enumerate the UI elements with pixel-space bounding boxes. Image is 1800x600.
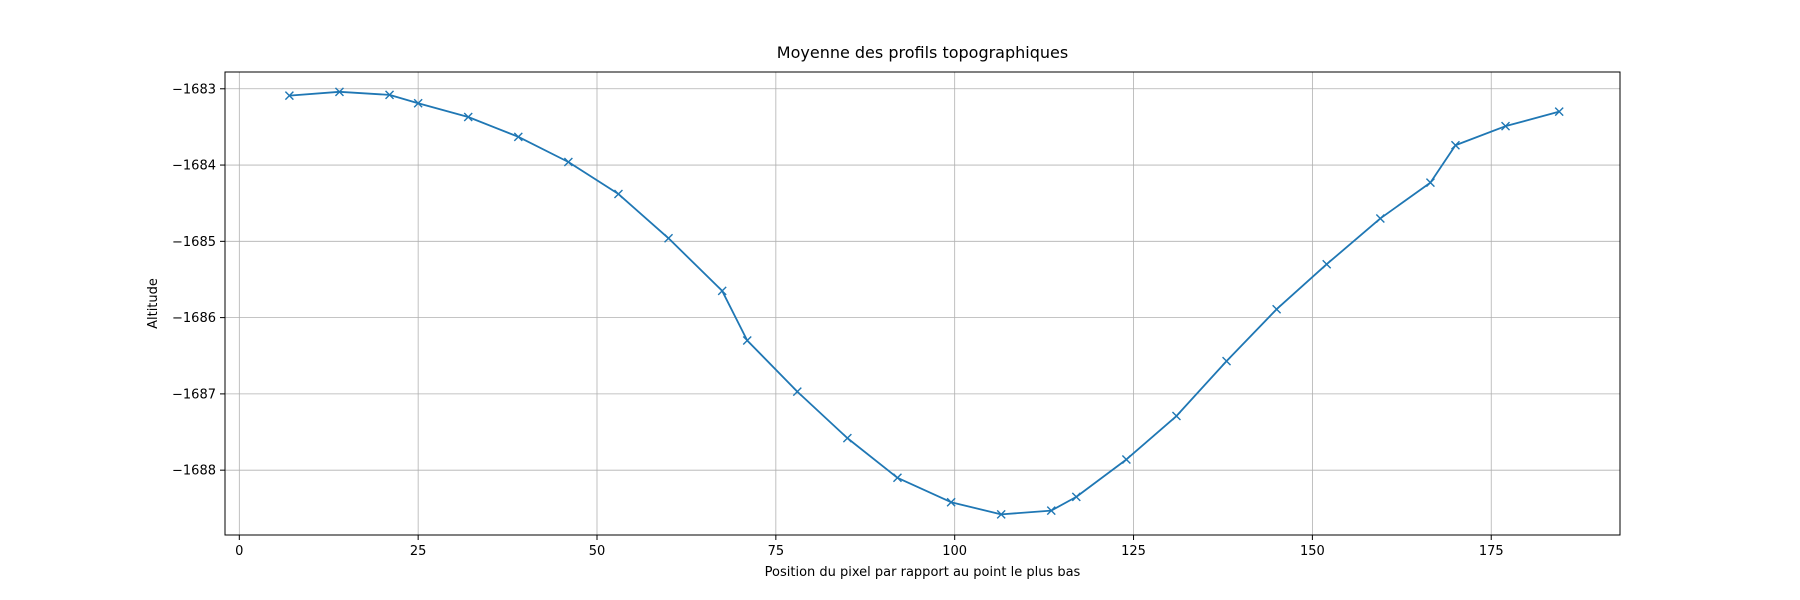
data-point-marker (1501, 121, 1511, 131)
data-point-marker (946, 497, 956, 507)
y-tick-label: −1683 (172, 82, 216, 97)
data-point-marker (1554, 107, 1564, 117)
x-tick-label: 175 (1479, 544, 1504, 559)
chart-title: Moyenne des profils topographiques (777, 43, 1068, 62)
data-point-marker (842, 433, 852, 443)
data-point-marker (1046, 506, 1056, 516)
data-point-marker (1071, 492, 1081, 502)
data-point-marker (996, 509, 1006, 519)
grid-lines (225, 72, 1620, 535)
x-tick-label: 50 (589, 544, 606, 559)
y-axis: −1683 −1684 −1685 −1686 −1687 −1688 (172, 82, 225, 479)
series-layer (284, 87, 1564, 519)
data-point-marker (563, 157, 573, 167)
data-point-marker (792, 387, 802, 397)
data-point-marker (1450, 140, 1460, 150)
y-tick-label: −1687 (172, 387, 216, 402)
data-point-marker (892, 473, 902, 483)
y-tick-label: −1685 (172, 235, 216, 250)
x-tick-label: 125 (1121, 544, 1146, 559)
data-point-marker (1121, 454, 1131, 464)
y-tick-label: −1684 (172, 159, 216, 174)
data-point-marker (1322, 259, 1332, 269)
data-point-marker (513, 132, 523, 142)
x-tick-label: 25 (410, 544, 427, 559)
x-tick-label: 150 (1300, 544, 1325, 559)
y-tick-label: −1686 (172, 311, 216, 326)
data-point-marker (664, 233, 674, 243)
data-point-marker (1425, 178, 1435, 188)
data-point-marker (334, 87, 344, 97)
data-point-marker (613, 189, 623, 199)
y-axis-label: Altitude (146, 278, 161, 329)
data-point-marker (1272, 304, 1282, 314)
x-axis-label: Position du pixel par rapport au point l… (765, 565, 1081, 580)
data-point-marker (717, 286, 727, 296)
data-point-marker (1375, 213, 1385, 223)
data-point-marker (284, 91, 294, 101)
x-tick-label: 75 (768, 544, 785, 559)
data-point-marker (413, 98, 423, 108)
data-point-marker (463, 112, 473, 122)
data-point-marker (1222, 356, 1232, 366)
x-tick-label: 100 (942, 544, 967, 559)
y-tick-label: −1688 (172, 464, 216, 479)
data-point-marker (385, 90, 395, 100)
plot-frame (224, 71, 1621, 536)
data-point-marker (742, 335, 752, 345)
x-axis: 0 25 50 75 100 125 150 175 (235, 535, 1504, 559)
data-point-marker (1171, 411, 1181, 421)
x-tick-label: 0 (235, 544, 243, 559)
series-line (289, 90, 1560, 516)
